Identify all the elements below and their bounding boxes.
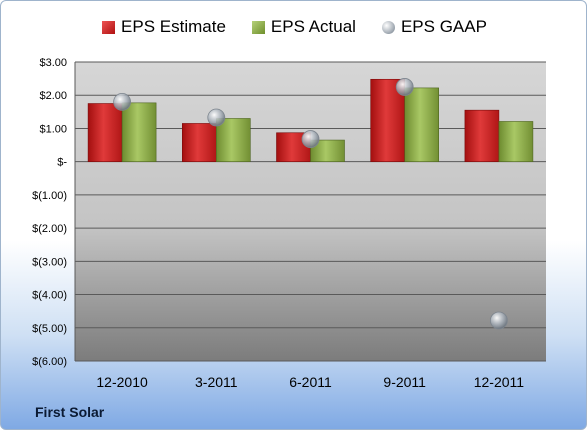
marker-eps-gaap	[301, 130, 320, 148]
legend-item-eps-gaap: EPS GAAP	[381, 17, 487, 37]
bar-eps-actual	[310, 139, 345, 162]
x-tick-label: 6-2011	[289, 374, 332, 390]
legend-swatch-estimate	[102, 20, 116, 34]
bar-eps-actual	[121, 102, 157, 162]
bar-eps-actual	[216, 118, 251, 162]
legend-swatch-actual	[251, 20, 265, 34]
marker-eps-gaap	[489, 311, 508, 330]
bar-eps-estimate	[464, 109, 500, 162]
y-tick-label: $2.00	[39, 90, 67, 102]
bar-eps-estimate	[87, 103, 123, 162]
x-tick-label: 12-2011	[474, 374, 525, 390]
marker-eps-gaap	[395, 78, 414, 96]
bar-eps-actual	[498, 121, 534, 162]
legend-label-gaap: EPS GAAP	[400, 17, 487, 36]
x-tick-label: 3-2011	[195, 374, 238, 390]
bar-eps-actual	[404, 87, 440, 162]
x-tick-label: 12-2010	[96, 374, 148, 390]
legend-label-actual: EPS Actual	[270, 17, 356, 36]
y-tick-label: $(4.00)	[32, 290, 67, 302]
legend-label-estimate: EPS Estimate	[121, 17, 226, 36]
bar-eps-estimate	[182, 123, 217, 162]
legend-item-eps-actual: EPS Actual	[251, 17, 356, 37]
chart-legend: EPS Estimate EPS Actual EPS GAAP	[1, 17, 586, 37]
company-name: First Solar	[35, 404, 105, 420]
y-tick-label: $(2.00)	[32, 223, 67, 235]
y-tick-label: $1.00	[39, 123, 67, 135]
marker-eps-gaap	[113, 92, 131, 111]
legend-item-eps-estimate: EPS Estimate	[102, 17, 226, 37]
y-tick-label: $(6.00)	[32, 356, 67, 368]
x-tick-label: 9-2011	[383, 374, 426, 390]
y-tick-label: $(1.00)	[32, 190, 67, 202]
y-tick-label: $(5.00)	[32, 323, 67, 335]
y-tick-label: $(3.00)	[32, 256, 67, 268]
marker-eps-gaap	[207, 108, 226, 127]
legend-swatch-gaap	[381, 20, 395, 34]
y-tick-label: $-	[57, 157, 67, 169]
y-tick-label: $3.00	[39, 57, 67, 69]
